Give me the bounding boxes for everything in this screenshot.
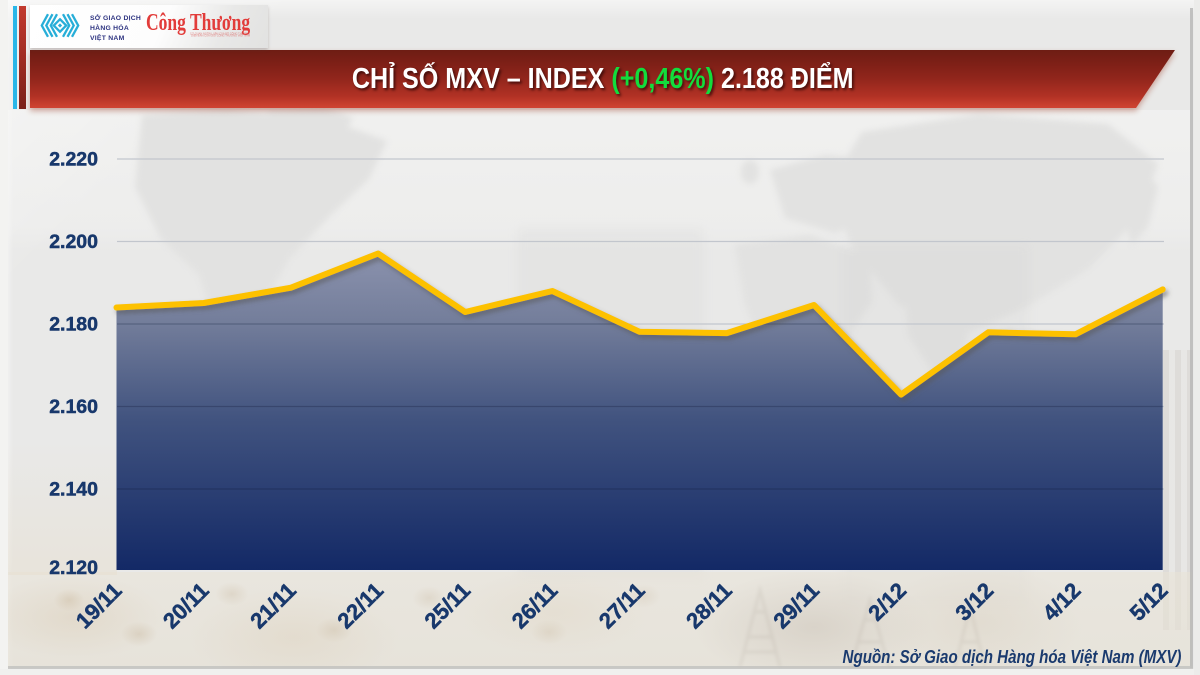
svg-text:2/12: 2/12 [863,578,911,626]
svg-text:5/12: 5/12 [1125,578,1173,626]
svg-text:26/11: 26/11 [507,578,563,634]
svg-text:2.120: 2.120 [49,557,98,579]
svg-text:29/11: 29/11 [768,578,824,634]
svg-text:2.180: 2.180 [49,314,98,336]
svg-text:4/12: 4/12 [1038,578,1086,626]
svg-text:21/11: 21/11 [245,578,301,634]
svg-text:2.160: 2.160 [49,396,98,418]
svg-text:2.200: 2.200 [49,231,98,253]
svg-text:28/11: 28/11 [681,578,737,634]
svg-text:3/12: 3/12 [950,578,998,626]
svg-text:2.140: 2.140 [49,479,98,501]
svg-text:19/11: 19/11 [71,578,127,634]
svg-text:27/11: 27/11 [594,578,650,634]
svg-text:20/11: 20/11 [158,578,214,634]
svg-text:25/11: 25/11 [419,578,475,634]
svg-text:2.220: 2.220 [49,149,98,171]
svg-text:22/11: 22/11 [332,578,388,634]
